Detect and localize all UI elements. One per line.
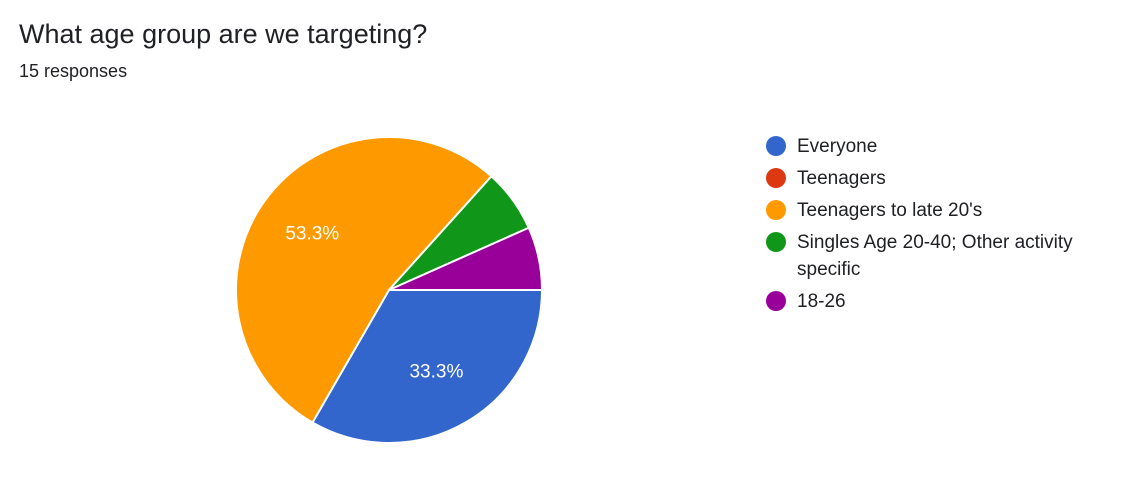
- slice-value-label: 33.3%: [409, 362, 463, 383]
- response-count: 15 responses: [19, 61, 128, 81]
- slice-value-label: 53.3%: [285, 224, 339, 245]
- legend-swatch: [766, 291, 786, 311]
- legend-item: Teenagers to late 20's: [766, 197, 1116, 224]
- question-title: What age group are we targeting?: [19, 19, 428, 49]
- pie-slice-18-26: [388, 226, 544, 291]
- chart-legend: Everyone Teenagers Teenagers to late 20's S…: [766, 133, 1116, 320]
- legend-swatch: [766, 232, 786, 252]
- legend-label: 18-26: [797, 291, 846, 312]
- legend-label: Everyone: [797, 136, 878, 157]
- legend-item: Teenagers: [766, 165, 1116, 192]
- legend-item: 18-26: [766, 288, 1116, 315]
- legend-label: Singles Age 20-40; Other activity specif…: [797, 232, 1073, 280]
- legend-swatch: [766, 200, 786, 220]
- pie-slices: [235, 136, 544, 444]
- legend-item: Everyone: [766, 133, 1116, 160]
- pie-slice-teenagers-to-late-20-s: [235, 136, 493, 424]
- pie-slice-labels: 33.3% 53.3%: [285, 224, 463, 383]
- legend-label: Teenagers: [797, 168, 886, 189]
- legend-label: Teenagers to late 20's: [797, 200, 983, 221]
- legend-item: Singles Age 20-40; Other activity specif…: [766, 229, 1116, 283]
- legend-swatch: [766, 168, 786, 188]
- legend-swatch: [766, 136, 786, 156]
- pie-slice-everyone: [311, 289, 544, 444]
